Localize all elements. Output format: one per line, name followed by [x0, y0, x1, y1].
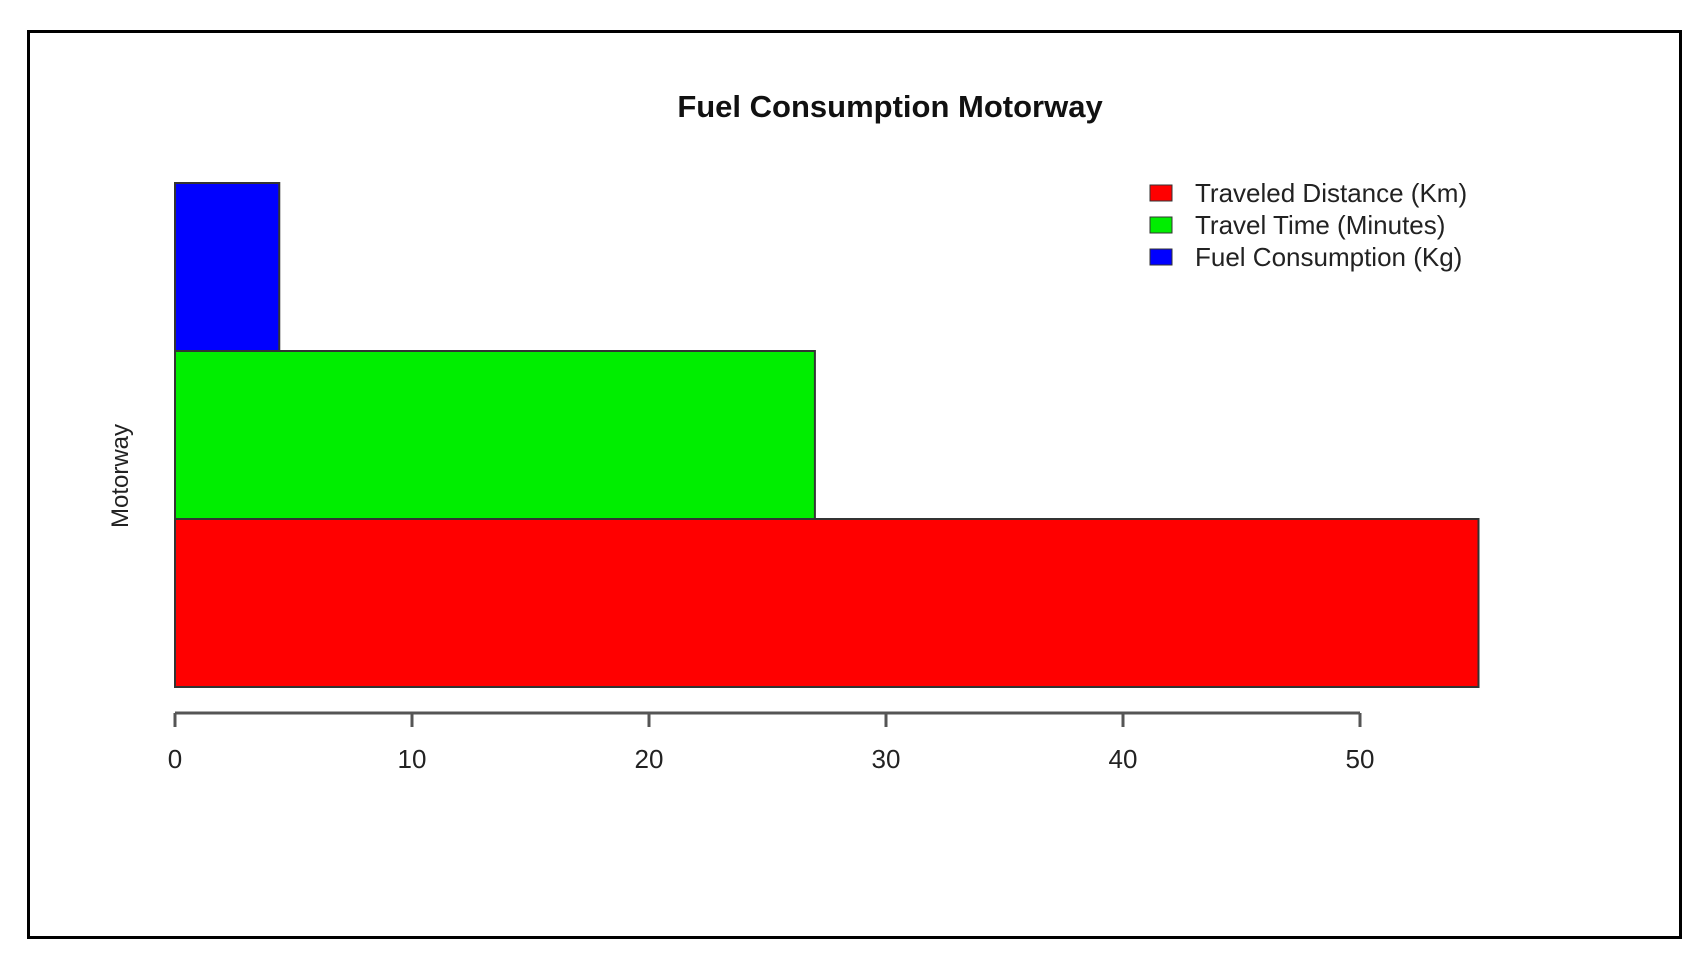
bars-group: [174, 182, 1480, 688]
bar-travel-time-minutes: [174, 350, 816, 520]
x-tick-label: 0: [168, 744, 182, 774]
legend-label: Traveled Distance (Km): [1195, 178, 1467, 208]
x-tick-label: 30: [872, 744, 901, 774]
legend-label: Fuel Consumption (Kg): [1195, 242, 1462, 272]
legend-swatch: [1149, 184, 1173, 202]
y-axis-label: Motorway: [107, 424, 134, 528]
chart-frame: Fuel Consumption Motorway Motorway 0 10 20…: [27, 30, 1682, 939]
legend: Traveled Distance (Km)Travel Time (Minut…: [1149, 178, 1467, 272]
chart-title: Fuel Consumption Motorway: [677, 89, 1103, 124]
x-tick-label: 10: [398, 744, 427, 774]
legend-label: Travel Time (Minutes): [1195, 210, 1445, 240]
bar-traveled-distance-km: [174, 518, 1480, 688]
x-axis: 0 10 20 30 40 50: [168, 711, 1375, 774]
bar-fuel-consumption-kg: [174, 182, 281, 352]
x-tick-label: 40: [1109, 744, 1138, 774]
legend-swatch: [1149, 216, 1173, 234]
x-tick-label: 50: [1346, 744, 1375, 774]
chart-svg: Fuel Consumption Motorway Motorway 0 10 20…: [107, 89, 1480, 774]
x-tick-label: 20: [635, 744, 664, 774]
legend-swatch: [1149, 248, 1173, 266]
